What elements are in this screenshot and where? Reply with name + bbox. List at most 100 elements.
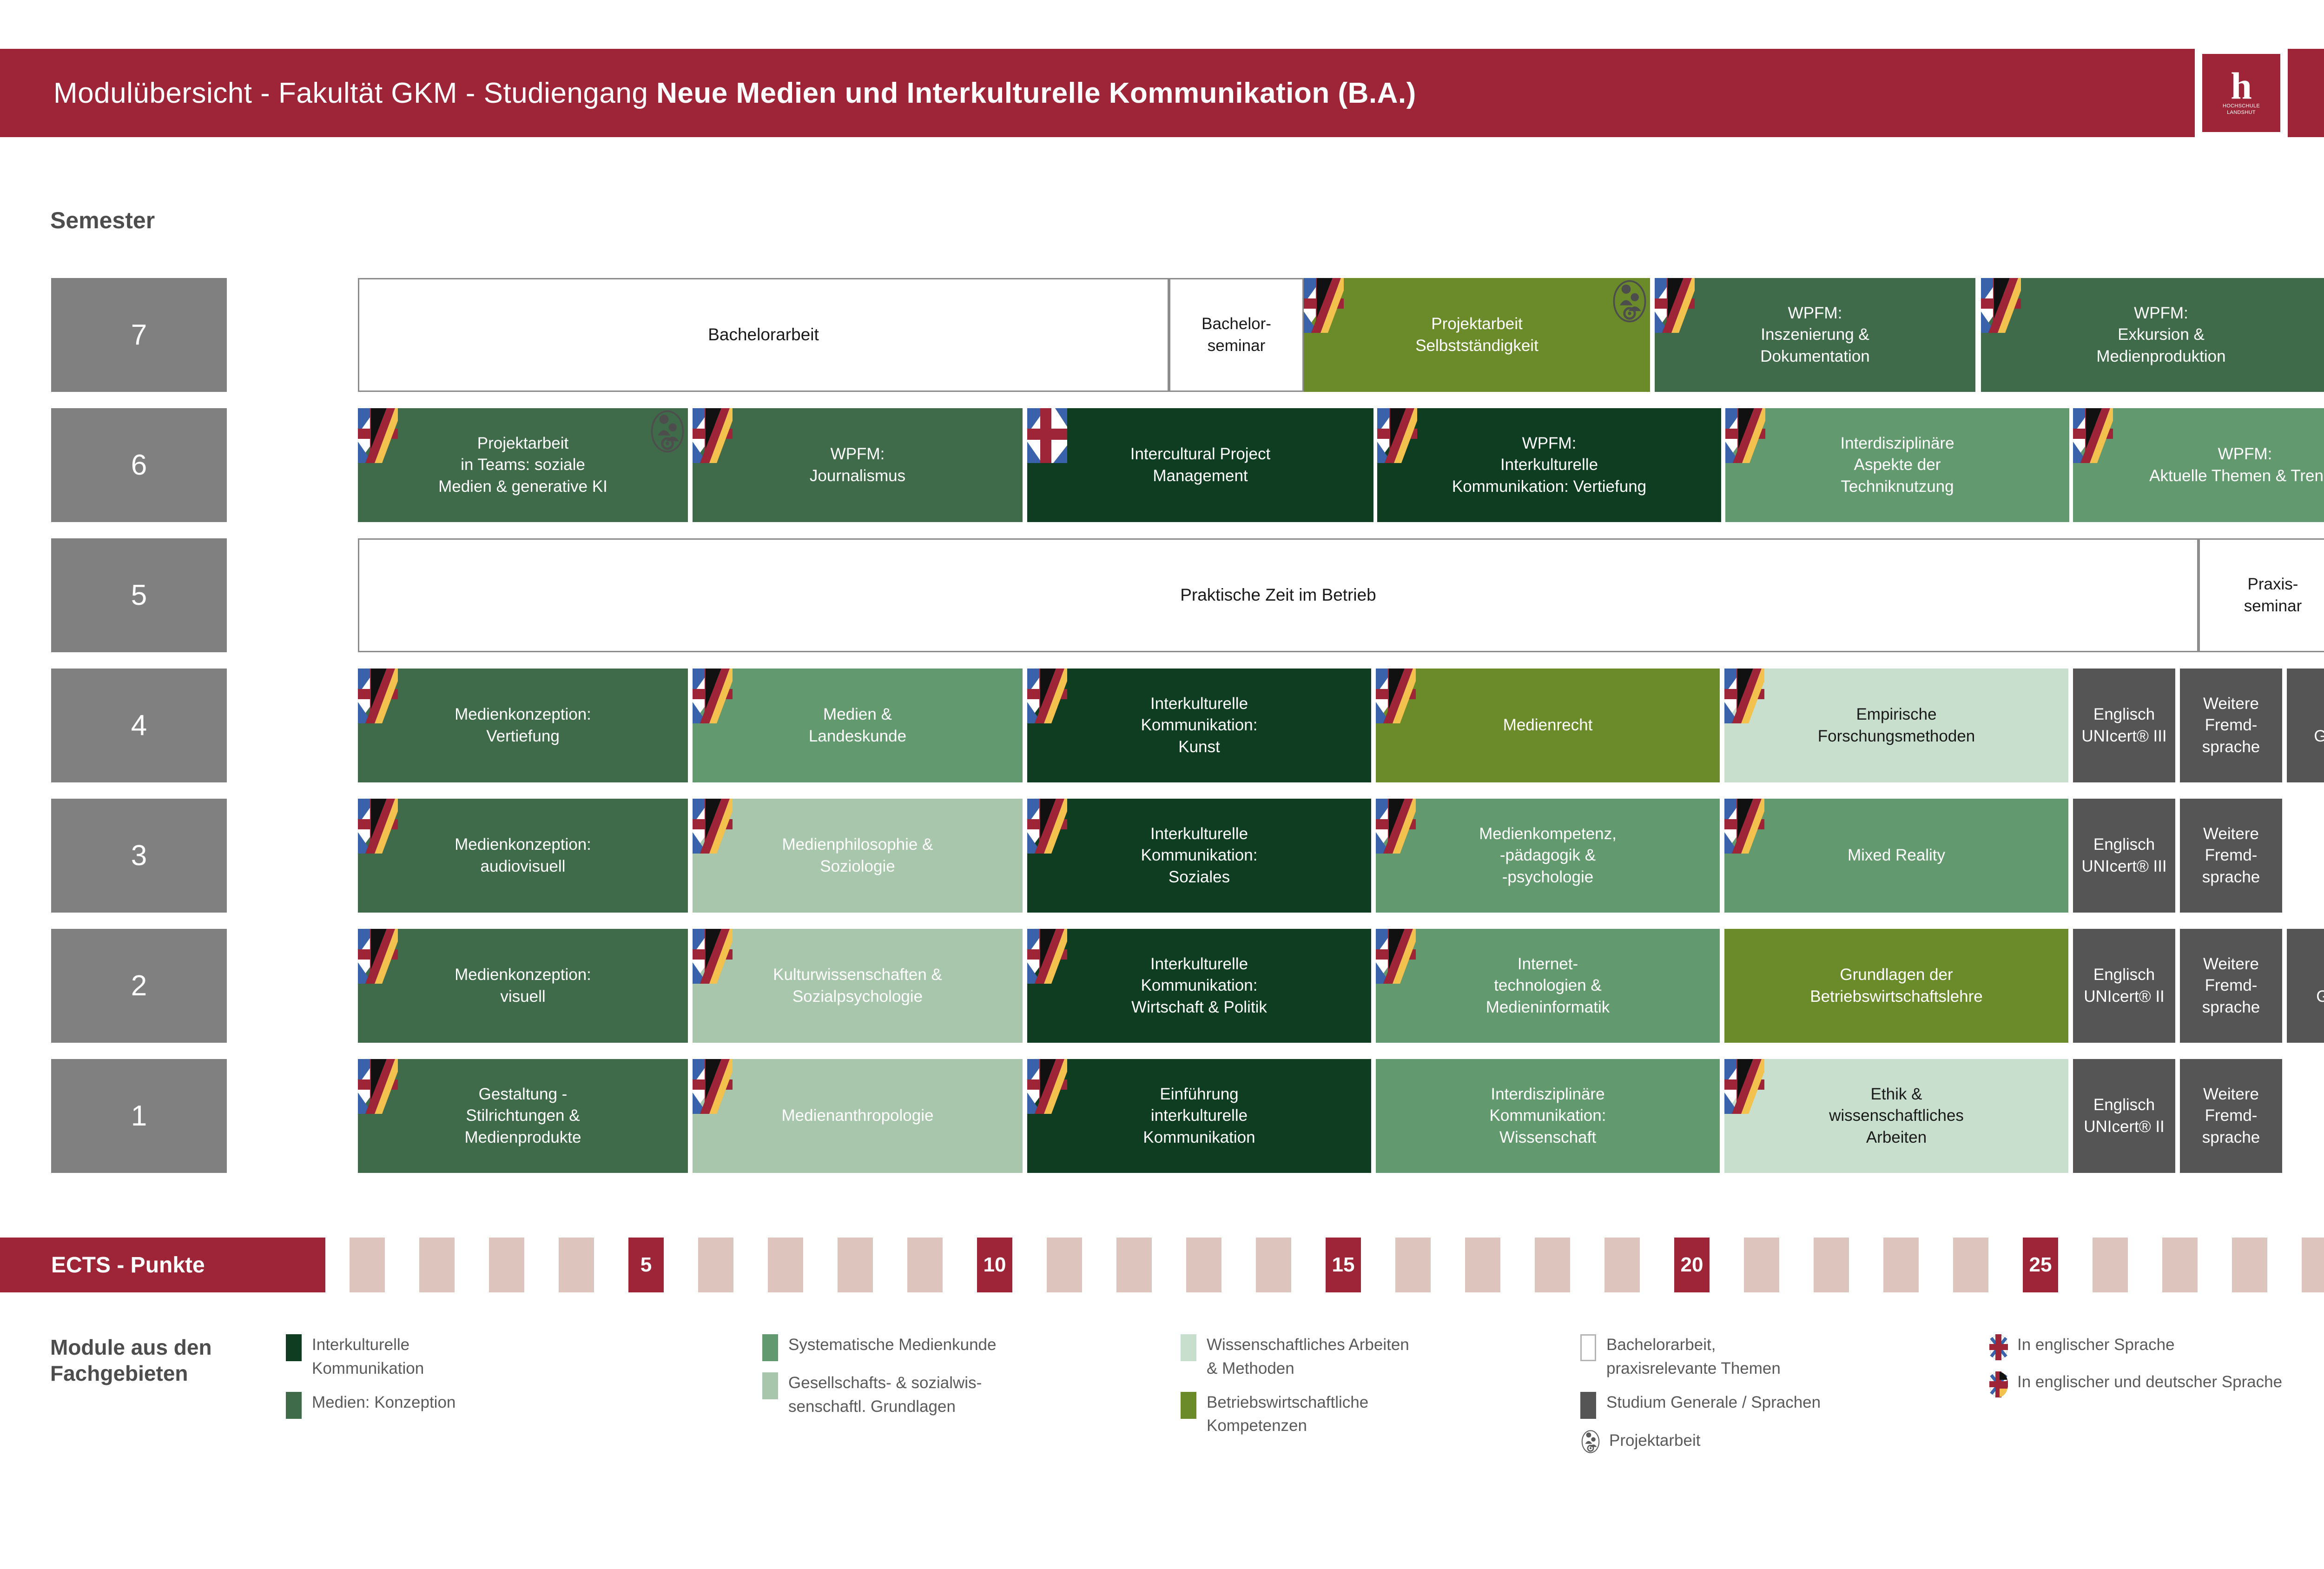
module-cell[interactable]: Medien & Landeskunde xyxy=(693,669,1023,782)
legend-item-label: Wissenschaftliches Arbeiten & Methoden xyxy=(1207,1336,1409,1377)
german-english-flag-icon xyxy=(1027,669,1067,723)
module-cell[interactable]: Studium Generale II xyxy=(2287,669,2324,782)
module-label: Interkulturelle Kommunikation: Kunst xyxy=(1141,695,1258,756)
logo-letter: h xyxy=(2231,64,2252,107)
module-cell[interactable]: Interdisziplinäre Aspekte der Techniknut… xyxy=(1725,408,2069,522)
module-cell[interactable]: Weitere Fremd- sprache xyxy=(2180,799,2282,913)
german-english-flag-icon xyxy=(358,669,398,723)
module-label: WPFM: Interkulturelle Kommunikation: Ver… xyxy=(1452,434,1647,496)
module-cell[interactable]: Gestaltung - Stilrichtungen & Medienprod… xyxy=(358,1059,688,1173)
ects-tick xyxy=(698,1238,733,1292)
module-cell[interactable]: Englisch UNIcert® III xyxy=(2073,669,2175,782)
german-english-flag-icon xyxy=(1027,929,1067,984)
module-label: Bachelor- seminar xyxy=(1202,315,1271,355)
module-label: Projektarbeit in Teams: soziale Medien &… xyxy=(438,434,607,496)
module-cell[interactable]: Kulturwissenschaften & Sozialpsychologie xyxy=(693,929,1023,1043)
german-english-flag-icon xyxy=(358,929,398,984)
module-cell[interactable]: Englisch UNIcert® II xyxy=(2073,1059,2175,1173)
legend-item: Medien: Konzeption xyxy=(286,1391,528,1419)
module-cell[interactable]: Medienkonzeption: audiovisuell xyxy=(358,799,688,913)
module-label: Interkulturelle Kommunikation: Wirtschaf… xyxy=(1131,955,1267,1016)
module-label: Weitere Fremd- sprache xyxy=(2202,695,2260,756)
module-cell[interactable]: Mixed Reality xyxy=(1724,799,2068,913)
module-cell[interactable]: Weitere Fremd- sprache xyxy=(2180,1059,2282,1173)
ects-tick xyxy=(1186,1238,1221,1292)
legend-column: In englischer Sprache In englischer und d… xyxy=(1989,1333,2324,1408)
module-cell[interactable]: Empirische Forschungsmethoden xyxy=(1724,669,2068,782)
module-cell[interactable]: Intercultural Project Management xyxy=(1027,408,1373,522)
module-cell[interactable]: Interkulturelle Kommunikation: Wirtschaf… xyxy=(1027,929,1371,1043)
module-label: Medienkonzeption: Vertiefung xyxy=(455,705,591,745)
legend-color-swatch xyxy=(762,1334,778,1361)
legend-title: Module aus den Fachgebieten xyxy=(50,1335,212,1386)
page-title: Modulübersicht - Fakultät GKM - Studieng… xyxy=(53,77,1416,110)
module-label: WPFM: Exkursion & Medienproduktion xyxy=(2096,304,2226,365)
module-cell[interactable]: Medienanthropologie xyxy=(693,1059,1023,1173)
legend-item: Wissenschaftliches Arbeiten & Methoden xyxy=(1181,1333,1552,1381)
module-cell[interactable]: Bachelor- seminar xyxy=(1169,278,1304,392)
german-english-flag-icon xyxy=(1376,669,1416,723)
ects-tick xyxy=(1883,1238,1919,1292)
module-cell[interactable]: Studium Generale I xyxy=(2287,929,2324,1043)
module-cell[interactable]: Praktische Zeit im Betrieb xyxy=(358,538,2199,652)
ects-tick xyxy=(1047,1238,1082,1292)
module-cell[interactable]: Praxis- seminar xyxy=(2199,538,2324,652)
module-cell[interactable]: Weitere Fremd- sprache xyxy=(2180,929,2282,1043)
legend-item: Projektarbeit xyxy=(1580,1429,1952,1456)
semester-number-badge: 2 xyxy=(51,929,227,1043)
module-cell[interactable]: Medienkonzeption: visuell xyxy=(358,929,688,1043)
ects-tick xyxy=(1395,1238,1431,1292)
german-english-flag-icon xyxy=(1724,669,1764,723)
legend-item: In englischer Sprache xyxy=(1989,1333,2324,1360)
module-label: Studium Generale I xyxy=(2316,987,2324,1006)
semester-number-badge: 6 xyxy=(51,408,227,522)
legend-color-swatch xyxy=(1181,1391,1196,1419)
ects-tick xyxy=(1953,1238,1988,1292)
module-cell[interactable]: Englisch UNIcert® III xyxy=(2073,799,2175,913)
module-cell[interactable]: Projektarbeit in Teams: soziale Medien &… xyxy=(358,408,688,522)
legend-column: Interkulturelle Kommunikation Medien: Kon… xyxy=(286,1333,528,1429)
module-cell[interactable]: WPFM: Exkursion & Medienproduktion xyxy=(1981,278,2324,392)
module-cell[interactable]: WPFM: Interkulturelle Kommunikation: Ver… xyxy=(1377,408,1721,522)
ects-tick xyxy=(2162,1238,2198,1292)
module-cell[interactable]: WPFM: Aktuelle Themen & Trends xyxy=(2073,408,2324,522)
module-cell[interactable]: Projektarbeit Selbstständigkeit xyxy=(1304,278,1650,392)
ects-tick xyxy=(838,1238,873,1292)
legend-item: Systematische Medienkunde xyxy=(762,1333,1129,1361)
german-english-flag-icon xyxy=(1027,799,1067,854)
module-label: Praxis- seminar xyxy=(2244,575,2302,615)
module-cell[interactable]: WPFM: Journalismus xyxy=(693,408,1023,522)
german-english-flag-icon xyxy=(693,1059,733,1114)
module-label: Englisch UNIcert® II xyxy=(2084,1096,2165,1136)
module-cell[interactable]: Medienkompetenz, -pädagogik & -psycholog… xyxy=(1376,799,1720,913)
module-cell[interactable]: Interkulturelle Kommunikation: Soziales xyxy=(1027,799,1371,913)
module-cell[interactable]: Englisch UNIcert® II xyxy=(2073,929,2175,1043)
ects-tick xyxy=(559,1238,594,1292)
module-cell[interactable]: Interdisziplinäre Kommunikation: Wissens… xyxy=(1376,1059,1720,1173)
module-cell[interactable]: Bachelorarbeit xyxy=(358,278,1169,392)
legend-item: Studium Generale / Sprachen xyxy=(1580,1391,1952,1419)
module-cell[interactable]: WPFM: Inszenierung & Dokumentation xyxy=(1655,278,1975,392)
legend-item: Bachelorarbeit, praxisrelevante Themen xyxy=(1580,1333,1952,1381)
module-cell[interactable]: Internet- technologien & Medieninformati… xyxy=(1376,929,1720,1043)
legend-item-label: Medien: Konzeption xyxy=(312,1393,456,1411)
module-label: Medienkompetenz, -pädagogik & -psycholog… xyxy=(1479,825,1617,886)
module-cell[interactable]: Grundlagen der Betriebswirtschaftslehre xyxy=(1724,929,2068,1043)
page-header-bar: Modulübersicht - Fakultät GKM - Studieng… xyxy=(0,49,2324,137)
module-label: Medien & Landeskunde xyxy=(808,705,907,745)
module-cell[interactable]: Interkulturelle Kommunikation: Kunst xyxy=(1027,669,1371,782)
module-cell[interactable]: Einführung interkulturelle Kommunikation xyxy=(1027,1059,1371,1173)
legend-column: Wissenschaftliches Arbeiten & Methoden Be… xyxy=(1181,1333,1552,1448)
module-cell[interactable]: Medienkonzeption: Vertiefung xyxy=(358,669,688,782)
legend-item: In englischer und deutscher Sprache xyxy=(1989,1370,2324,1397)
module-cell[interactable]: Medienphilosophie & Soziologie xyxy=(693,799,1023,913)
module-label: WPFM: Journalismus xyxy=(809,445,906,485)
german-english-flag-icon xyxy=(1027,1059,1067,1114)
ects-tick-major: 25 xyxy=(2023,1238,2058,1292)
module-cell[interactable]: Ethik & wissenschaftliches Arbeiten xyxy=(1724,1059,2068,1173)
module-label: Interkulturelle Kommunikation: Soziales xyxy=(1141,825,1258,886)
module-cell[interactable]: Medienrecht xyxy=(1376,669,1720,782)
module-cell[interactable]: Weitere Fremd- sprache xyxy=(2180,669,2282,782)
ects-tick-major: 10 xyxy=(977,1238,1012,1292)
module-label: Medienanthropologie xyxy=(781,1106,934,1125)
